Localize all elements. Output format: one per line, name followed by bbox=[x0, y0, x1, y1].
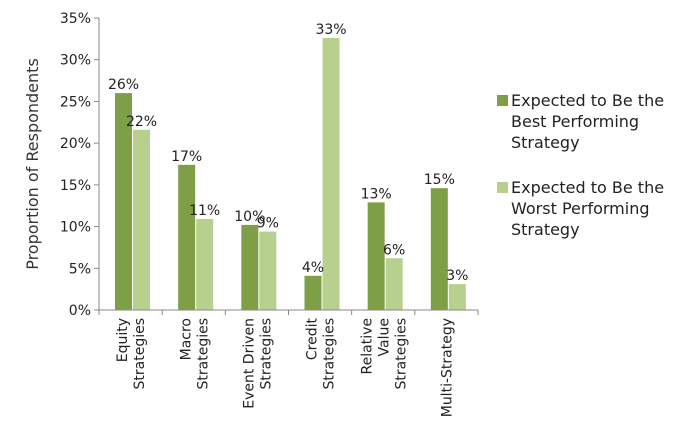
y-axis-label: Proportion of Respondents bbox=[23, 58, 42, 270]
data-label: 9% bbox=[257, 216, 279, 232]
category-label: Strategies bbox=[322, 318, 338, 390]
data-label: 3% bbox=[446, 268, 468, 284]
bar-best bbox=[430, 188, 448, 310]
category-label: Credit bbox=[305, 317, 321, 360]
legend-label-line: Best Performing bbox=[511, 112, 640, 131]
legend-swatch-best bbox=[497, 95, 508, 106]
category-label: Strategies bbox=[195, 318, 211, 390]
category-label: Macro bbox=[178, 318, 194, 360]
y-tick-label: 20% bbox=[60, 136, 91, 152]
data-label: 10% bbox=[234, 209, 265, 225]
y-tick-label: 0% bbox=[69, 303, 91, 319]
legend-label-line: Expected to Be the bbox=[511, 91, 665, 110]
y-axis-ticks: 0% 5% 10% 15% 20% 25% 30% 35% bbox=[60, 11, 479, 319]
legend-label-worst: Expected to Be the Worst Performing Strate… bbox=[511, 177, 686, 240]
bar-best bbox=[241, 224, 259, 310]
legend-swatch-worst bbox=[497, 182, 508, 193]
data-label: 22% bbox=[126, 114, 157, 130]
data-label: 13% bbox=[361, 186, 392, 202]
category-label: Event Driven bbox=[241, 318, 257, 409]
data-label: 4% bbox=[302, 260, 324, 276]
bar-worst bbox=[385, 258, 403, 310]
data-label: 33% bbox=[315, 22, 346, 38]
y-tick-label: 25% bbox=[60, 94, 91, 110]
data-label: 17% bbox=[171, 149, 202, 165]
data-label: 6% bbox=[383, 242, 405, 258]
legend-label-line: Expected to Be the bbox=[511, 178, 665, 197]
category-label: Multi-Strategy bbox=[439, 318, 455, 417]
legend-label-line: Strategy bbox=[511, 220, 580, 239]
bar-worst bbox=[448, 284, 466, 310]
y-tick-label: 15% bbox=[60, 178, 91, 194]
bar-worst bbox=[322, 38, 340, 310]
bar-worst bbox=[196, 219, 214, 310]
category-label: Strategies bbox=[393, 318, 409, 390]
category-label: Strategies bbox=[132, 318, 148, 390]
bar-best bbox=[178, 164, 196, 310]
data-label: 15% bbox=[424, 172, 455, 188]
category-label: Strategies bbox=[258, 318, 274, 390]
legend-label-line: Worst Performing bbox=[511, 199, 650, 218]
category-label: Value bbox=[376, 318, 392, 356]
y-tick-label: 35% bbox=[60, 11, 91, 27]
bars bbox=[115, 38, 466, 310]
y-tick-label: 5% bbox=[69, 261, 91, 277]
bar-worst bbox=[133, 129, 150, 310]
category-label: Relative bbox=[359, 318, 375, 374]
bar-best bbox=[115, 93, 132, 310]
category-label: Equity bbox=[115, 318, 131, 362]
bar-worst bbox=[259, 231, 277, 310]
y-tick-label: 30% bbox=[60, 53, 91, 69]
bar-best bbox=[367, 202, 385, 310]
data-labels: 26% 17% 10% 4% 13% 15% 22% 11% 9% 33% 6% 3% bbox=[108, 22, 469, 284]
data-label: 26% bbox=[108, 77, 139, 93]
y-tick-label: 10% bbox=[60, 220, 91, 236]
data-label: 11% bbox=[189, 203, 220, 219]
legend-label-best: Expected to Be the Best Performing Strateg… bbox=[511, 90, 686, 153]
bar-best bbox=[304, 275, 322, 310]
legend-label-line: Strategy bbox=[511, 133, 580, 152]
category-labels: Equity Strategies Macro Strategies Event Dri… bbox=[115, 317, 455, 417]
